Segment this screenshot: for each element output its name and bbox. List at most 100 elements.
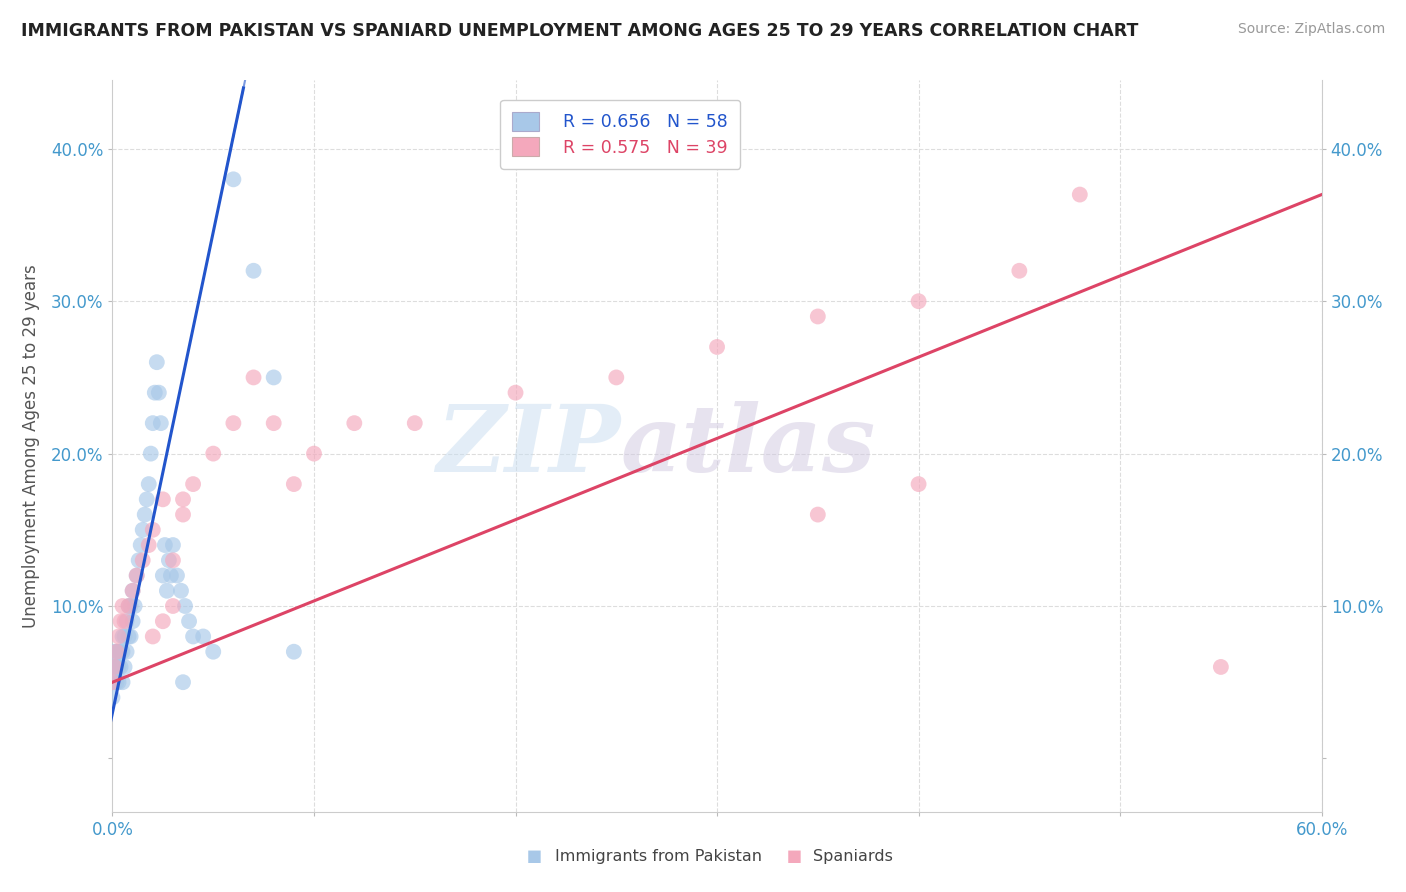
Point	[263, 416, 285, 430]
Point	[132, 553, 155, 567]
Point	[156, 583, 179, 598]
Point	[105, 645, 128, 659]
Point	[404, 416, 426, 430]
Point	[103, 660, 125, 674]
Point	[135, 492, 157, 507]
Point	[115, 614, 138, 628]
Point	[146, 355, 169, 369]
Point	[157, 553, 180, 567]
Point	[121, 583, 143, 598]
Point	[283, 645, 305, 659]
Text: Immigrants from Pakistan: Immigrants from Pakistan	[555, 849, 762, 863]
Point	[120, 630, 142, 644]
Point	[103, 675, 125, 690]
Point	[111, 675, 134, 690]
Y-axis label: Unemployment Among Ages 25 to 29 years: Unemployment Among Ages 25 to 29 years	[22, 264, 39, 628]
Text: ▪: ▪	[786, 845, 803, 868]
Point	[222, 172, 245, 186]
Point	[105, 660, 128, 674]
Point	[162, 553, 184, 567]
Point	[105, 645, 128, 659]
Text: Source: ZipAtlas.com: Source: ZipAtlas.com	[1237, 22, 1385, 37]
Point	[114, 630, 136, 644]
Point	[114, 614, 136, 628]
Point	[174, 599, 197, 613]
Point	[121, 583, 143, 598]
Point	[107, 630, 129, 644]
Point	[907, 294, 929, 309]
Point	[152, 614, 174, 628]
Point	[142, 523, 165, 537]
Point	[117, 599, 139, 613]
Point	[103, 660, 125, 674]
Point	[907, 477, 929, 491]
Point	[107, 645, 129, 659]
Point	[114, 660, 136, 674]
Point	[101, 690, 124, 705]
Text: Spaniards: Spaniards	[813, 849, 893, 863]
Point	[170, 583, 193, 598]
Point	[1069, 187, 1091, 202]
Text: ▪: ▪	[526, 845, 543, 868]
Point	[128, 553, 150, 567]
Point	[103, 645, 125, 659]
Point	[181, 630, 204, 644]
Point	[148, 385, 170, 400]
Point	[111, 645, 134, 659]
Point	[110, 645, 132, 659]
Point	[283, 477, 305, 491]
Point	[105, 675, 128, 690]
Point	[1008, 264, 1031, 278]
Text: ZIP: ZIP	[436, 401, 620, 491]
Point	[125, 568, 148, 582]
Point	[1209, 660, 1232, 674]
Point	[202, 645, 225, 659]
Point	[117, 630, 139, 644]
Point	[605, 370, 627, 384]
Point	[110, 614, 132, 628]
Point	[177, 614, 200, 628]
Point	[107, 675, 129, 690]
Point	[166, 568, 188, 582]
Point	[172, 508, 194, 522]
Point	[191, 630, 214, 644]
Point	[132, 523, 155, 537]
Point	[172, 492, 194, 507]
Point	[107, 660, 129, 674]
Point	[110, 660, 132, 674]
Point	[111, 630, 134, 644]
Point	[343, 416, 366, 430]
Point	[149, 416, 172, 430]
Text: atlas: atlas	[620, 401, 876, 491]
Point	[160, 568, 183, 582]
Point	[139, 447, 162, 461]
Point	[152, 492, 174, 507]
Point	[505, 385, 527, 400]
Point	[153, 538, 176, 552]
Point	[152, 568, 174, 582]
Legend:   R = 0.656   N = 58,   R = 0.575   N = 39: R = 0.656 N = 58, R = 0.575 N = 39	[501, 100, 741, 169]
Point	[120, 599, 142, 613]
Point	[706, 340, 728, 354]
Point	[242, 370, 264, 384]
Point	[124, 599, 146, 613]
Point	[115, 645, 138, 659]
Point	[222, 416, 245, 430]
Point	[138, 538, 160, 552]
Point	[142, 630, 165, 644]
Point	[302, 447, 325, 461]
Point	[162, 599, 184, 613]
Point	[101, 675, 124, 690]
Point	[143, 385, 166, 400]
Point	[807, 310, 830, 324]
Point	[134, 508, 156, 522]
Point	[129, 538, 152, 552]
Point	[181, 477, 204, 491]
Point	[172, 675, 194, 690]
Point	[111, 599, 134, 613]
Point	[117, 599, 139, 613]
Point	[807, 508, 830, 522]
Point	[263, 370, 285, 384]
Point	[125, 568, 148, 582]
Point	[162, 538, 184, 552]
